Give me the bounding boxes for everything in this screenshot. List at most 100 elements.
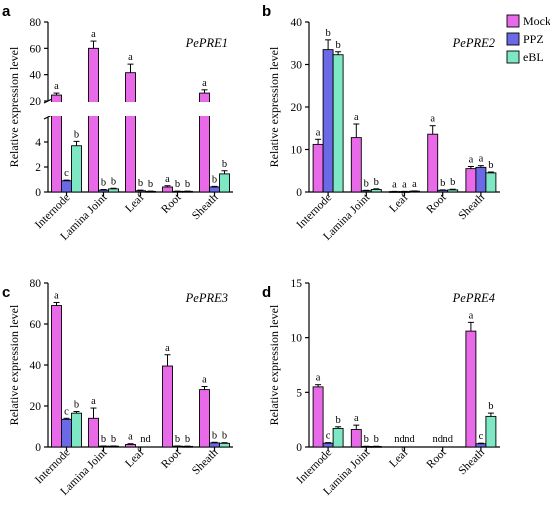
significance-letter: c xyxy=(479,431,484,442)
legend: Mock PPZ eBL xyxy=(506,14,550,64)
bar-ppz xyxy=(209,442,220,448)
significance-letter: a xyxy=(412,179,417,190)
significance-letter: b xyxy=(222,159,227,170)
y-tick-label: 2 xyxy=(35,162,41,174)
panel-letter: d xyxy=(262,284,271,301)
significance-letter: b xyxy=(111,176,116,187)
panel-letter: a xyxy=(2,3,11,20)
bar-ppz xyxy=(61,418,72,448)
y-tick-label: 5 xyxy=(296,387,302,399)
x-tick-label: Leaf xyxy=(387,192,410,215)
bar-ppz xyxy=(322,442,334,448)
significance-letter: a xyxy=(469,155,474,166)
significance-letter: b xyxy=(488,401,493,412)
y-tick-label: 60 xyxy=(30,43,42,55)
y-tick-label: 20 xyxy=(30,401,42,413)
legend-swatch-ebl xyxy=(506,50,520,64)
significance-letter: b xyxy=(175,434,180,445)
legend-swatch-mock xyxy=(506,14,520,28)
significance-letter: a xyxy=(430,114,435,125)
significance-letter: b xyxy=(364,178,369,189)
significance-letter: nd xyxy=(404,434,415,445)
significance-letter: a xyxy=(402,179,407,190)
bar-mock xyxy=(88,417,99,448)
significance-letter: a xyxy=(128,432,133,443)
panel-letter: c xyxy=(2,284,10,301)
significance-letter: b xyxy=(111,434,116,445)
significance-letter: b xyxy=(450,177,455,188)
bar-mock xyxy=(465,330,477,448)
significance-letter: b xyxy=(185,179,190,190)
bar-mock xyxy=(162,365,173,448)
significance-letter: b xyxy=(212,430,217,441)
bar-ppz xyxy=(61,180,72,193)
bar-ppz xyxy=(475,443,487,448)
bar-ppz xyxy=(322,49,334,193)
bar-ebl xyxy=(447,189,459,193)
bar-mock xyxy=(162,186,173,193)
y-tick-label: 80 xyxy=(30,278,42,290)
significance-letter: b xyxy=(335,415,340,426)
y-axis-label: Relative expression level xyxy=(7,304,21,425)
y-tick-label: 30 xyxy=(291,60,303,72)
y-tick-label: 10 xyxy=(291,333,303,345)
bar-ebl xyxy=(332,427,344,448)
significance-letter: a xyxy=(479,154,484,165)
gene-title: PePRE1 xyxy=(185,36,228,50)
y-axis-label: Relative expression level xyxy=(7,46,21,167)
y-tick-label: 40 xyxy=(30,360,42,372)
bar-mock xyxy=(427,133,439,193)
x-tick-label: Sheath xyxy=(190,446,221,477)
y-tick-label: 60 xyxy=(30,319,42,331)
y-tick-label: 40 xyxy=(30,70,42,82)
bar-mock xyxy=(125,72,136,193)
significance-letter: nd xyxy=(140,434,151,445)
legend-swatch-ppz xyxy=(506,32,520,46)
axis-break-gap xyxy=(49,102,234,116)
significance-letter: a xyxy=(128,52,133,63)
bar-ebl xyxy=(71,412,82,448)
gene-title: PePRE3 xyxy=(185,291,228,305)
panel-letter: b xyxy=(262,3,271,20)
bar-ppz xyxy=(475,166,487,193)
panel-a: a PePRE1 Relative expression level 0 2 4 20 40 6… xyxy=(2,3,234,243)
y-tick-label: 20 xyxy=(291,102,303,114)
significance-letter: a xyxy=(202,78,207,89)
significance-letter: a xyxy=(165,343,170,354)
gene-title: PePRE2 xyxy=(452,36,495,50)
significance-letter: a xyxy=(91,29,96,40)
bar-ebl xyxy=(332,54,344,193)
significance-letter: nd xyxy=(432,434,443,445)
bar-mock xyxy=(350,137,362,193)
significance-letter: b xyxy=(325,28,330,39)
significance-letter: a xyxy=(469,310,474,321)
y-axis-label: Relative expression level xyxy=(267,46,281,167)
bar-mock xyxy=(312,143,324,193)
significance-letter: c xyxy=(64,168,69,179)
significance-letter: c xyxy=(64,406,69,417)
x-tick-label: Leaf xyxy=(123,447,146,470)
bar-mock xyxy=(465,168,477,193)
significance-letter: nd xyxy=(394,434,405,445)
bar-ebl xyxy=(108,188,119,193)
significance-letter: b xyxy=(374,434,379,445)
legend-label: PPZ xyxy=(523,32,544,46)
y-tick-label: 40 xyxy=(291,17,303,29)
x-tick-label: Root xyxy=(425,446,450,471)
significance-letter: a xyxy=(91,396,96,407)
significance-letter: b xyxy=(148,179,153,190)
significance-letter: a xyxy=(354,112,359,123)
significance-letter: a xyxy=(316,127,321,138)
bar-ebl xyxy=(485,172,497,193)
y-tick-label: 0 xyxy=(35,187,41,199)
significance-letter: b xyxy=(440,178,445,189)
panel-b: b PePRE2 Relative expression level 0 10 20 30 4… xyxy=(262,3,500,243)
significance-letter: b xyxy=(175,179,180,190)
y-tick-label: 10 xyxy=(291,145,303,157)
significance-letter: b xyxy=(212,174,217,185)
legend-label: Mock xyxy=(523,14,550,28)
bar-ppz xyxy=(209,186,220,193)
y-axis-label: Relative expression level xyxy=(267,304,281,425)
